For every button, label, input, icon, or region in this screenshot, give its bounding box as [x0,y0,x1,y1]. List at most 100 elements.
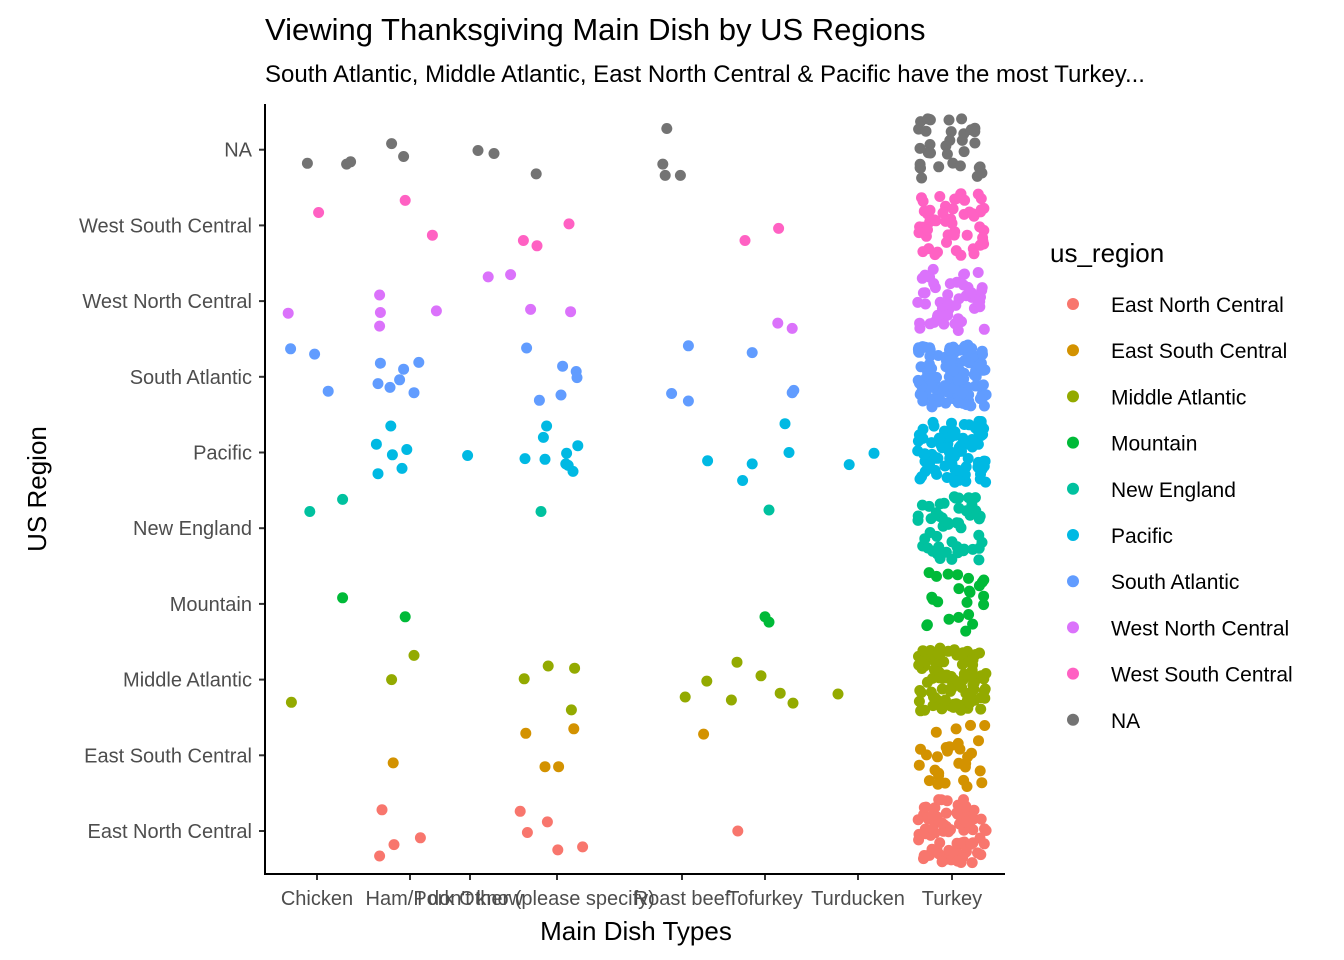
data-point [967,654,979,666]
data-point [969,137,981,149]
data-point [973,422,985,434]
legend-key [1067,390,1079,403]
data-point [739,235,751,246]
data-point [786,322,798,334]
data-point [962,453,974,464]
data-point [952,569,964,581]
x-tick-label: Chicken [281,888,353,910]
data-point [399,611,411,623]
legend-key [1067,344,1079,357]
legend-label: Mountain [1111,433,1197,456]
data-point [976,576,988,588]
data-point [674,169,686,181]
x-tick-label: Turkey [922,888,982,910]
data-point [398,151,410,162]
data-point [953,583,965,595]
data-point [530,168,542,180]
data-point [928,691,939,703]
data-point [939,380,951,392]
data-point [934,393,946,405]
data-point [980,825,992,836]
data-point [964,697,976,709]
legend-key [1067,529,1079,541]
data-point [960,625,972,637]
legend-label: West South Central [1111,664,1293,687]
data-point [374,850,386,862]
data-point [961,596,973,608]
data-point [565,704,577,716]
data-point [374,289,386,301]
data-point [965,838,977,850]
data-point [958,543,970,555]
data-point [916,471,928,483]
data-point [374,320,386,332]
data-point [659,169,671,181]
data-point [916,656,928,668]
data-point [788,384,800,396]
data-point [912,814,924,826]
data-point [374,307,386,318]
data-point [921,619,933,631]
data-point [933,161,945,173]
data-point [956,659,968,670]
legend-entry: Middle Atlantic [1067,386,1246,409]
data-point [396,462,408,474]
data-point [931,548,943,560]
data-point [924,204,936,216]
data-point [933,432,945,444]
data-point [285,343,297,355]
data-point [927,823,939,835]
data-point [963,572,974,584]
data-point [943,613,955,625]
data-point [912,296,924,308]
data-point [978,673,990,685]
data-point [539,761,551,773]
data-point [956,837,968,849]
data-point [967,618,979,630]
data-point [958,419,970,430]
data-point [972,188,984,200]
data-point [966,441,978,453]
x-axis-title: Main Dish Types [540,916,732,946]
x-tick-label: Other (please specify) [459,888,655,910]
y-tick-label: South Atlantic [130,367,252,389]
data-point [950,723,962,735]
data-point [960,505,972,517]
data-point [533,394,545,406]
data-point [957,647,969,659]
data-point [337,592,349,604]
data-point [731,656,743,668]
data-point [518,673,530,685]
data-point [919,448,931,460]
legend-key [1067,436,1079,449]
data-point [698,728,710,740]
data-point [975,703,987,715]
y-axis-ticks: East North Central East South Central Midd… [79,140,265,843]
data-point [772,317,784,329]
data-point [967,208,979,220]
data-point [948,229,960,241]
data-point [913,227,925,239]
legend-label: Pacific [1111,525,1173,548]
data-point [912,435,924,447]
data-point [958,668,970,680]
data-point [953,293,965,305]
data-point [954,160,966,172]
data-point [952,464,964,476]
data-point [942,309,954,321]
data-point [924,114,936,126]
data-point [941,148,953,160]
data-point [972,296,984,308]
legend-title: us_region [1050,238,1164,268]
data-point [386,674,398,686]
data-point [505,269,517,281]
data-point [973,513,985,525]
data-point [923,567,935,579]
data-point [936,683,948,695]
data-point [944,134,956,146]
data-point [783,447,795,458]
data-point [924,139,936,150]
legend-entry: Mountain [1067,433,1197,456]
data-point [926,399,938,411]
